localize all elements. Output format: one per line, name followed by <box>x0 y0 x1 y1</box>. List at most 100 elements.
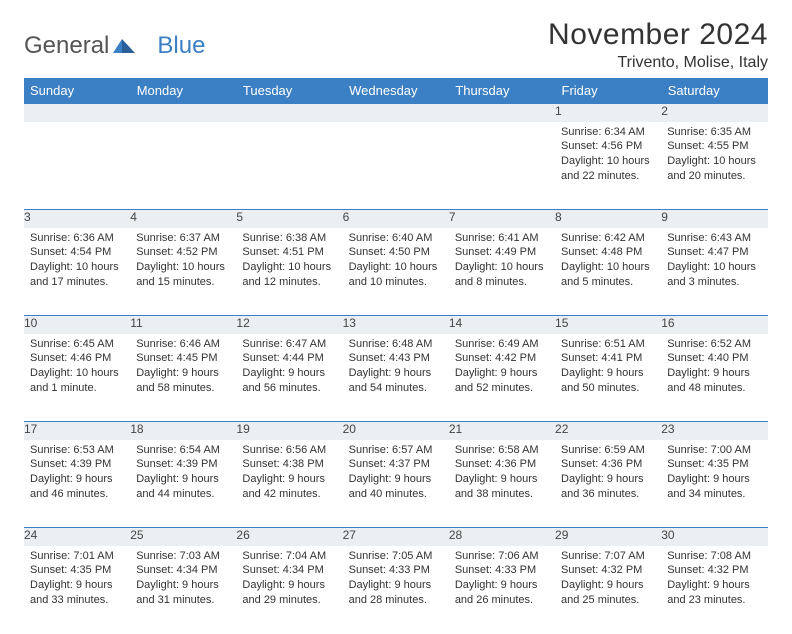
sunrise-text: Sunrise: 6:45 AM <box>30 337 124 352</box>
daylight-text: Daylight: 10 hours and 1 minute. <box>30 366 124 396</box>
day-number: 4 <box>130 210 236 228</box>
day-cell: Sunrise: 6:46 AMSunset: 4:45 PMDaylight:… <box>130 334 236 422</box>
sunset-text: Sunset: 4:52 PM <box>136 245 230 260</box>
day-number: 23 <box>661 422 767 440</box>
day-cell: Sunrise: 7:01 AMSunset: 4:35 PMDaylight:… <box>24 546 130 634</box>
day-cell-body: Sunrise: 6:41 AMSunset: 4:49 PMDaylight:… <box>449 228 555 292</box>
sunrise-text: Sunrise: 6:51 AM <box>561 337 655 352</box>
sunset-text: Sunset: 4:36 PM <box>455 457 549 472</box>
day-cell <box>343 122 449 210</box>
sunrise-text: Sunrise: 6:56 AM <box>242 443 336 458</box>
daylight-text: Daylight: 10 hours and 3 minutes. <box>667 260 761 290</box>
sunset-text: Sunset: 4:35 PM <box>30 563 124 578</box>
day-cell-body: Sunrise: 6:57 AMSunset: 4:37 PMDaylight:… <box>343 440 449 504</box>
sunrise-text: Sunrise: 6:53 AM <box>30 443 124 458</box>
day-cell: Sunrise: 6:56 AMSunset: 4:38 PMDaylight:… <box>236 440 342 528</box>
sunrise-text: Sunrise: 6:43 AM <box>667 231 761 246</box>
day-cell-body: Sunrise: 6:43 AMSunset: 4:47 PMDaylight:… <box>661 228 767 292</box>
day-number: 5 <box>236 210 342 228</box>
day-number: 10 <box>24 316 130 334</box>
day-cell: Sunrise: 6:51 AMSunset: 4:41 PMDaylight:… <box>555 334 661 422</box>
sunset-text: Sunset: 4:55 PM <box>667 139 761 154</box>
day-cell: Sunrise: 7:04 AMSunset: 4:34 PMDaylight:… <box>236 546 342 634</box>
daynum-row: 10111213141516 <box>24 316 768 334</box>
brand-logo: General Blue <box>24 32 205 60</box>
daylight-text: Daylight: 9 hours and 48 minutes. <box>667 366 761 396</box>
brand-part2: Blue <box>157 32 205 60</box>
sunset-text: Sunset: 4:39 PM <box>136 457 230 472</box>
sunrise-text: Sunrise: 7:07 AM <box>561 549 655 564</box>
day-number: 30 <box>661 528 767 546</box>
sunrise-text: Sunrise: 6:36 AM <box>30 231 124 246</box>
sunrise-text: Sunrise: 7:08 AM <box>667 549 761 564</box>
day-number: 19 <box>236 422 342 440</box>
sunset-text: Sunset: 4:46 PM <box>30 351 124 366</box>
sunset-text: Sunset: 4:56 PM <box>561 139 655 154</box>
day-number: 9 <box>661 210 767 228</box>
sunrise-text: Sunrise: 6:46 AM <box>136 337 230 352</box>
day-number: 28 <box>449 528 555 546</box>
daylight-text: Daylight: 9 hours and 38 minutes. <box>455 472 549 502</box>
sunset-text: Sunset: 4:43 PM <box>349 351 443 366</box>
day-cell-body: Sunrise: 6:40 AMSunset: 4:50 PMDaylight:… <box>343 228 449 292</box>
day-cell: Sunrise: 6:47 AMSunset: 4:44 PMDaylight:… <box>236 334 342 422</box>
sunrise-text: Sunrise: 6:35 AM <box>667 125 761 140</box>
day-number: 6 <box>343 210 449 228</box>
day-number: 25 <box>130 528 236 546</box>
sunrise-text: Sunrise: 6:38 AM <box>242 231 336 246</box>
sunset-text: Sunset: 4:41 PM <box>561 351 655 366</box>
day-number: 27 <box>343 528 449 546</box>
day-number: 29 <box>555 528 661 546</box>
day-cell-body: Sunrise: 6:58 AMSunset: 4:36 PMDaylight:… <box>449 440 555 504</box>
day-cell-body: Sunrise: 7:08 AMSunset: 4:32 PMDaylight:… <box>661 546 767 610</box>
day-cell: Sunrise: 6:57 AMSunset: 4:37 PMDaylight:… <box>343 440 449 528</box>
day-header: Friday <box>555 78 661 104</box>
day-cell: Sunrise: 6:34 AMSunset: 4:56 PMDaylight:… <box>555 122 661 210</box>
day-number: 14 <box>449 316 555 334</box>
day-number: 16 <box>661 316 767 334</box>
day-number <box>343 104 449 122</box>
sunset-text: Sunset: 4:35 PM <box>667 457 761 472</box>
sunrise-text: Sunrise: 7:06 AM <box>455 549 549 564</box>
day-number: 18 <box>130 422 236 440</box>
day-cell-body: Sunrise: 7:04 AMSunset: 4:34 PMDaylight:… <box>236 546 342 610</box>
day-number: 11 <box>130 316 236 334</box>
brand-mark-icon <box>113 32 139 60</box>
daylight-text: Daylight: 9 hours and 31 minutes. <box>136 578 230 608</box>
day-cell <box>130 122 236 210</box>
day-cell: Sunrise: 6:38 AMSunset: 4:51 PMDaylight:… <box>236 228 342 316</box>
daynum-row: 17181920212223 <box>24 422 768 440</box>
day-number <box>236 104 342 122</box>
sunrise-text: Sunrise: 7:04 AM <box>242 549 336 564</box>
sunset-text: Sunset: 4:49 PM <box>455 245 549 260</box>
sunrise-text: Sunrise: 6:48 AM <box>349 337 443 352</box>
day-cell: Sunrise: 6:36 AMSunset: 4:54 PMDaylight:… <box>24 228 130 316</box>
week-row: Sunrise: 6:36 AMSunset: 4:54 PMDaylight:… <box>24 228 768 316</box>
sunset-text: Sunset: 4:38 PM <box>242 457 336 472</box>
day-header-row: Sunday Monday Tuesday Wednesday Thursday… <box>24 78 768 104</box>
daylight-text: Daylight: 9 hours and 58 minutes. <box>136 366 230 396</box>
daylight-text: Daylight: 9 hours and 34 minutes. <box>667 472 761 502</box>
daylight-text: Daylight: 9 hours and 54 minutes. <box>349 366 443 396</box>
sunrise-text: Sunrise: 6:58 AM <box>455 443 549 458</box>
week-row: Sunrise: 7:01 AMSunset: 4:35 PMDaylight:… <box>24 546 768 634</box>
daylight-text: Daylight: 10 hours and 5 minutes. <box>561 260 655 290</box>
sunrise-text: Sunrise: 6:52 AM <box>667 337 761 352</box>
day-cell: Sunrise: 7:06 AMSunset: 4:33 PMDaylight:… <box>449 546 555 634</box>
daylight-text: Daylight: 10 hours and 17 minutes. <box>30 260 124 290</box>
daylight-text: Daylight: 10 hours and 15 minutes. <box>136 260 230 290</box>
day-number <box>24 104 130 122</box>
day-number <box>449 104 555 122</box>
day-number: 2 <box>661 104 767 122</box>
day-cell: Sunrise: 6:54 AMSunset: 4:39 PMDaylight:… <box>130 440 236 528</box>
day-cell-body: Sunrise: 7:05 AMSunset: 4:33 PMDaylight:… <box>343 546 449 610</box>
sunset-text: Sunset: 4:33 PM <box>455 563 549 578</box>
daylight-text: Daylight: 10 hours and 12 minutes. <box>242 260 336 290</box>
day-cell-body: Sunrise: 6:45 AMSunset: 4:46 PMDaylight:… <box>24 334 130 398</box>
sunset-text: Sunset: 4:51 PM <box>242 245 336 260</box>
day-cell: Sunrise: 7:00 AMSunset: 4:35 PMDaylight:… <box>661 440 767 528</box>
day-header: Wednesday <box>343 78 449 104</box>
day-cell: Sunrise: 6:45 AMSunset: 4:46 PMDaylight:… <box>24 334 130 422</box>
daylight-text: Daylight: 9 hours and 44 minutes. <box>136 472 230 502</box>
sunrise-text: Sunrise: 7:05 AM <box>349 549 443 564</box>
